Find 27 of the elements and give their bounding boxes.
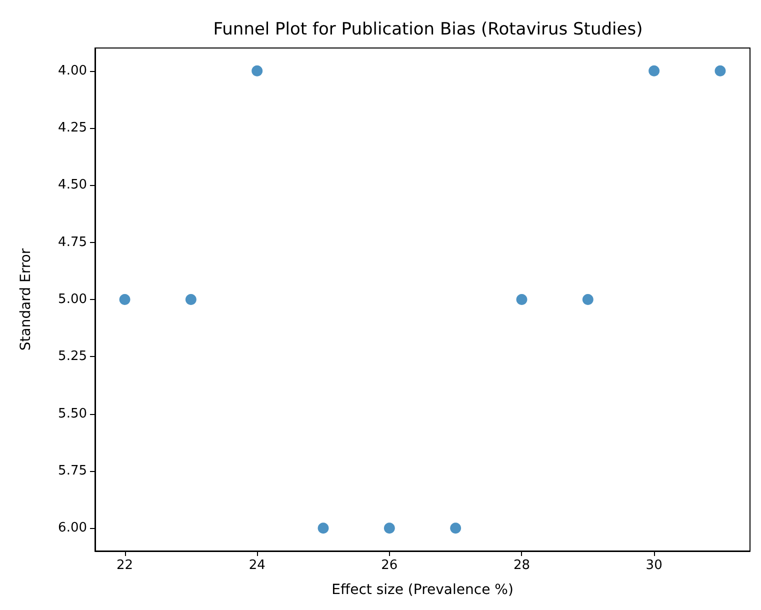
- point: [119, 294, 130, 305]
- point: [714, 65, 726, 76]
- x-tick-label: 22: [116, 558, 134, 573]
- x-tick-label: 28: [513, 558, 530, 573]
- y-tick-label: 4.75: [58, 234, 87, 250]
- point: [648, 65, 660, 76]
- y-tick-label: 6.00: [58, 520, 87, 536]
- x-axis-title: Effect size (Prevalence %): [332, 582, 514, 598]
- x-tick-label: 26: [381, 558, 398, 573]
- y-tick-label: 4.25: [58, 120, 87, 136]
- y-axis-title: Standard Error: [18, 248, 34, 351]
- point: [252, 65, 263, 76]
- y-tick-label: 5.75: [58, 463, 87, 478]
- x-tick-label: 30: [646, 558, 662, 573]
- y-tick-label: 4.00: [58, 63, 87, 78]
- point: [582, 294, 594, 305]
- chart-title: Funnel Plot for Publication Bias (Rotavirus Studies): [213, 20, 643, 40]
- point: [318, 522, 329, 534]
- point: [450, 522, 462, 534]
- point: [516, 294, 528, 305]
- point: [185, 294, 196, 305]
- y-tick-label: 5.25: [58, 349, 87, 364]
- y-tick-label: 5.50: [58, 406, 87, 422]
- y-tick-label: 4.50: [58, 178, 87, 193]
- point: [384, 522, 395, 534]
- y-tick-label: 5.00: [58, 292, 87, 307]
- x-tick-label: 24: [248, 558, 266, 573]
